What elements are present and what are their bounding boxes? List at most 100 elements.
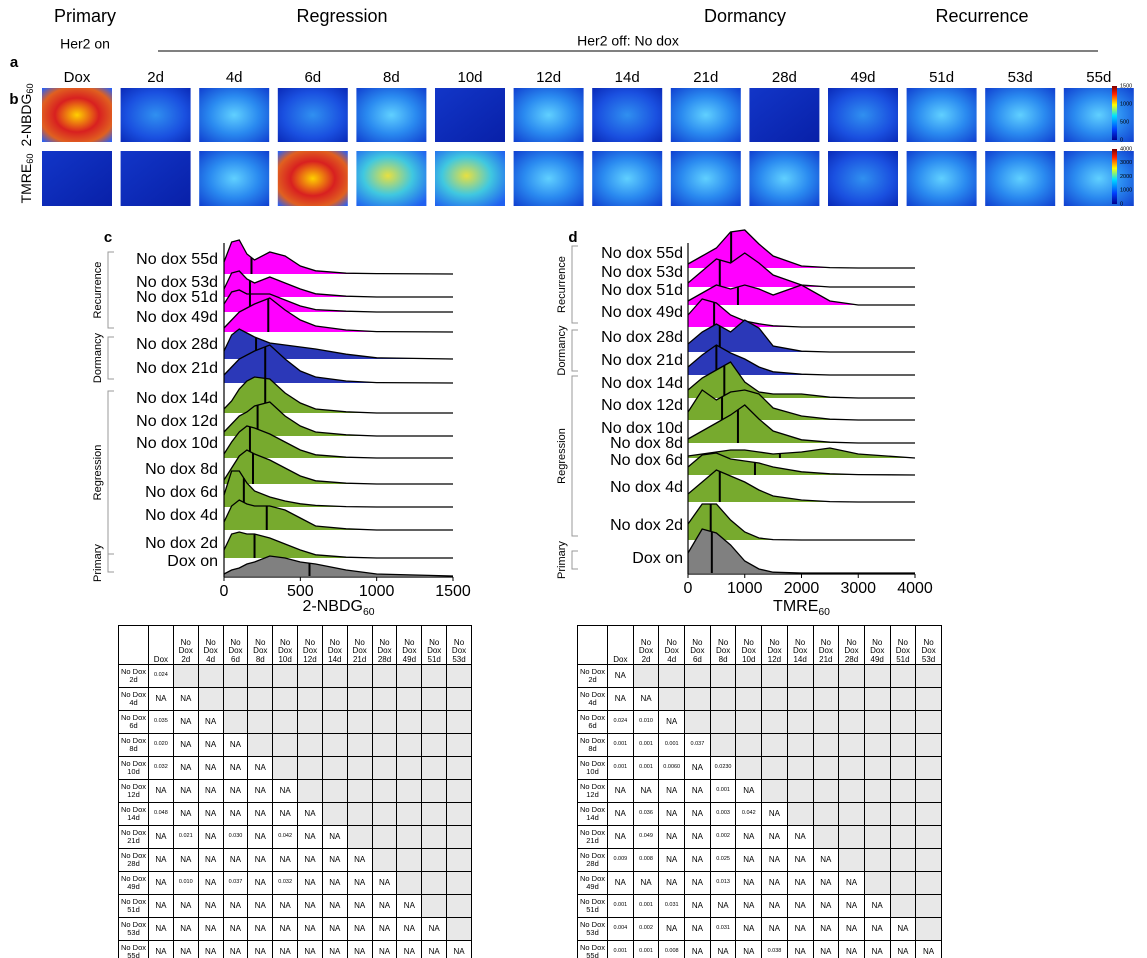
group-label: Primary xyxy=(92,544,104,582)
column-header: No Dox 10d xyxy=(736,626,762,665)
p-value-cell: NA xyxy=(685,849,711,872)
p-value-cell: NA xyxy=(273,918,298,941)
p-value-cell: NA xyxy=(659,826,685,849)
empty-cell xyxy=(659,688,685,711)
p-value-cell: 0.032 xyxy=(273,872,298,895)
p-value-cell: NA xyxy=(447,941,472,958)
empty-cell xyxy=(347,734,372,757)
p-value-cell: 0.0060 xyxy=(659,757,685,780)
p-value-cell: NA xyxy=(223,757,248,780)
empty-cell xyxy=(397,734,422,757)
empty-cell xyxy=(813,734,839,757)
p-value-cell: NA xyxy=(198,780,223,803)
empty-cell xyxy=(322,688,347,711)
p-value-cell: NA xyxy=(839,941,865,958)
p-value-cell: 0.036 xyxy=(633,803,659,826)
p-value-cell: NA xyxy=(298,918,323,941)
p-value-cell: NA xyxy=(223,734,248,757)
empty-cell xyxy=(422,688,447,711)
p-value-cell: 0.031 xyxy=(710,918,736,941)
p-value-cell: NA xyxy=(659,711,685,734)
p-value-cell: 0.030 xyxy=(223,826,248,849)
p-value-cell: NA xyxy=(659,918,685,941)
empty-cell xyxy=(710,711,736,734)
image-thumbnail xyxy=(278,88,348,142)
p-value-cell: NA xyxy=(223,941,248,958)
p-value-cell: 0.001 xyxy=(710,780,736,803)
row-header: No Dox 53d xyxy=(119,918,149,941)
image-thumbnail xyxy=(828,151,898,206)
empty-cell xyxy=(372,688,397,711)
image-column-label: 21d xyxy=(693,69,718,86)
series-label: Dox on xyxy=(632,550,683,567)
p-value-cell: NA xyxy=(762,849,788,872)
row-header: No Dox 55d xyxy=(578,941,608,958)
table-row: No Dox 51d0.0010.0010.031NANANANANANANAN… xyxy=(578,895,942,918)
empty-cell xyxy=(890,895,916,918)
series-label: No dox 21d xyxy=(601,352,683,369)
phase-label: Regression xyxy=(296,6,387,26)
group-bracket xyxy=(572,376,578,536)
p-value-cell: NA xyxy=(198,826,223,849)
her2-off-label: Her2 off: No dox xyxy=(577,33,679,49)
empty-cell xyxy=(248,734,273,757)
empty-cell xyxy=(273,711,298,734)
p-value-cell: NA xyxy=(149,941,174,958)
p-value-cell: NA xyxy=(839,895,865,918)
p-value-cell: NA xyxy=(659,780,685,803)
empty-cell xyxy=(447,918,472,941)
empty-cell xyxy=(787,734,813,757)
empty-cell xyxy=(787,803,813,826)
image-thumbnail xyxy=(199,151,269,206)
row-header: No Dox 55d xyxy=(119,941,149,958)
empty-cell xyxy=(372,849,397,872)
series-label: No dox 51d xyxy=(136,289,218,306)
empty-cell xyxy=(322,780,347,803)
column-header: No Dox 4d xyxy=(659,626,685,665)
row-header: No Dox 6d xyxy=(119,711,149,734)
p-value-cell: 0.025 xyxy=(710,849,736,872)
group-bracket xyxy=(108,554,114,572)
table-row: No Dox 8d0.020NANANA xyxy=(119,734,472,757)
empty-cell xyxy=(173,665,198,688)
table-row: No Dox 2d0.024 xyxy=(119,665,472,688)
image-thumbnail xyxy=(199,88,269,142)
group-label: Recurrence xyxy=(92,262,104,319)
p-value-cell: 0.042 xyxy=(736,803,762,826)
p-value-cell: NA xyxy=(149,895,174,918)
empty-cell xyxy=(762,688,788,711)
phase-label: Primary xyxy=(54,6,116,26)
empty-cell xyxy=(397,688,422,711)
group-label: Dormancy xyxy=(92,332,104,383)
image-thumbnail xyxy=(42,151,112,206)
phase-label: Recurrence xyxy=(935,6,1028,26)
table-row: No Dox 2dNA xyxy=(578,665,942,688)
p-value-cell: NA xyxy=(149,780,174,803)
column-header: Dox xyxy=(608,626,634,665)
p-value-cell: NA xyxy=(198,803,223,826)
column-header: No Dox 2d xyxy=(173,626,198,665)
table-row: No Dox 4dNANA xyxy=(578,688,942,711)
p-value-cell: NA xyxy=(685,780,711,803)
empty-cell xyxy=(813,780,839,803)
x-axis-label-subscript: 60 xyxy=(363,607,375,618)
empty-cell xyxy=(273,665,298,688)
empty-cell xyxy=(447,688,472,711)
p-value-cell: NA xyxy=(685,826,711,849)
p-value-cell: NA xyxy=(685,941,711,958)
p-value-cell: 0.013 xyxy=(710,872,736,895)
series-label: No dox 4d xyxy=(145,507,218,524)
p-value-cell: NA xyxy=(710,941,736,958)
p-value-cell: NA xyxy=(149,872,174,895)
series-label: No dox 28d xyxy=(136,336,218,353)
image-column-label: 14d xyxy=(615,69,640,86)
empty-cell xyxy=(248,665,273,688)
column-header: No Dox 14d xyxy=(787,626,813,665)
ridge-fill xyxy=(224,532,453,558)
x-axis-label-main: TMRE xyxy=(773,598,818,615)
series-label: No dox 49d xyxy=(136,309,218,326)
empty-cell xyxy=(422,826,447,849)
group-label: Dormancy xyxy=(556,325,568,376)
group-bracket xyxy=(108,391,114,554)
column-header: No Dox 49d xyxy=(397,626,422,665)
